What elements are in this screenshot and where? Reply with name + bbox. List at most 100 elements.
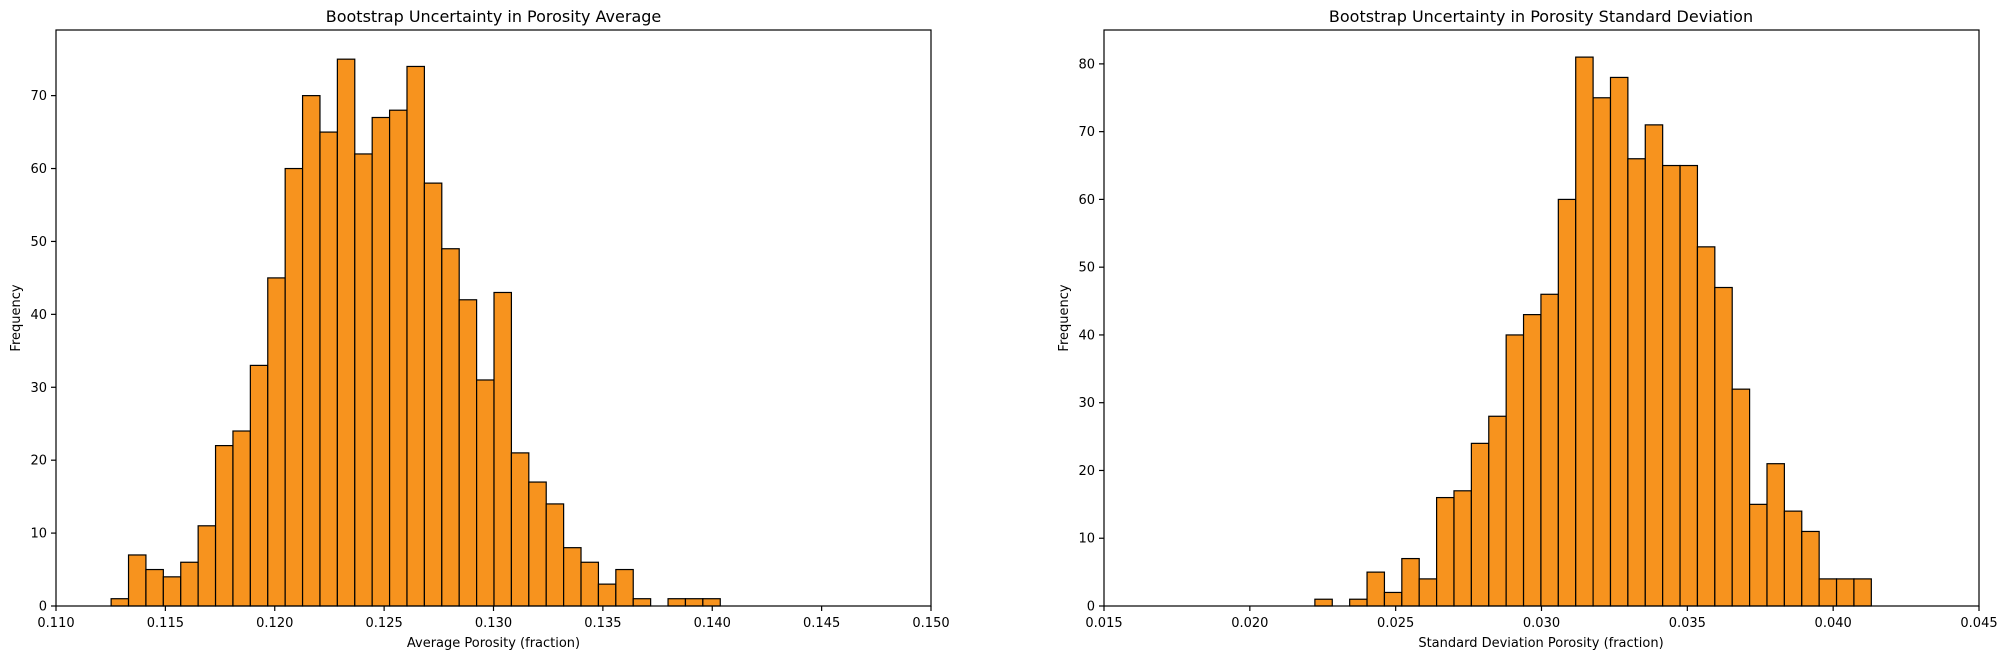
histogram-bar [545, 503, 565, 607]
x-tick-label: 0.015 [1085, 616, 1122, 631]
histogram-bar [1488, 415, 1507, 607]
histogram-bar [371, 116, 391, 607]
x-tick-label: 0.110 [37, 616, 74, 631]
y-axis-label: Frequency [1057, 284, 1072, 351]
y-tick-label: 50 [30, 235, 47, 250]
histogram-bar [1853, 578, 1872, 607]
histogram-bar [1383, 591, 1403, 607]
histogram-bar [110, 598, 130, 607]
histogram-bar [423, 182, 443, 607]
bars [1314, 56, 1872, 607]
x-axis-ticks: 0.110 0.115 0.120 0.125 0.130 0.135 0.140 0.145… [37, 606, 950, 631]
x-tick-label: 0.120 [256, 616, 293, 631]
y-tick-label: 60 [30, 162, 47, 177]
histogram-bar [632, 598, 652, 607]
histogram-bar [214, 444, 234, 607]
histogram-bar [1453, 490, 1472, 607]
y-tick-label: 20 [1078, 464, 1095, 479]
histogram-bar [458, 299, 478, 607]
histogram-bar [563, 547, 582, 607]
histogram-bar [528, 481, 547, 607]
histogram-bar [1575, 56, 1594, 607]
x-tick-label: 0.125 [366, 616, 403, 631]
histogram-bar [1418, 578, 1438, 607]
histogram-bar [1696, 246, 1716, 607]
x-tick-label: 0.135 [584, 616, 621, 631]
histogram-bar [615, 568, 634, 607]
x-axis-label: Average Porosity (fraction) [407, 636, 580, 651]
histogram-bar [1835, 578, 1855, 607]
y-axis-label: Frequency [9, 284, 24, 351]
histogram-bar [301, 95, 321, 607]
chart-porosity-std-dev: Bootstrap Uncertainty in Porosity Standa… [1057, 7, 1998, 651]
y-tick-label: 30 [30, 381, 47, 396]
histogram-bar [1818, 578, 1838, 607]
histogram-bar [1557, 198, 1577, 607]
histogram-bar [1522, 314, 1542, 607]
y-tick-label: 0 [1087, 600, 1095, 615]
histogram-bar [1749, 503, 1768, 607]
histogram-bar [441, 248, 460, 607]
y-tick-label: 40 [1078, 328, 1095, 343]
histogram-bar [1783, 510, 1803, 607]
histogram-bar [1714, 286, 1733, 607]
x-tick-label: 0.040 [1815, 616, 1852, 631]
x-tick-label: 0.025 [1377, 616, 1414, 631]
histogram-bar [197, 525, 217, 607]
histogram-bar [684, 598, 704, 607]
chart-title: Bootstrap Uncertainty in Porosity Averag… [326, 7, 662, 26]
histogram-bar [667, 598, 687, 607]
y-axis-ticks: 0 10 20 30 40 50 60 70 [30, 89, 56, 615]
histogram-bar [702, 598, 721, 607]
histogram-bar [1662, 164, 1681, 607]
y-tick-label: 70 [1078, 125, 1095, 140]
histogram-bar [388, 109, 408, 607]
histogram-bar [336, 58, 356, 607]
histogram-bar [1349, 598, 1368, 607]
y-tick-label: 50 [1078, 261, 1095, 276]
histogram-bar [1540, 293, 1559, 607]
histogram-bar [1401, 557, 1420, 607]
x-axis-label: Standard Deviation Porosity (fraction) [1418, 636, 1663, 651]
x-tick-label: 0.150 [912, 616, 949, 631]
y-tick-label: 30 [1078, 396, 1095, 411]
histogram-bar [1470, 442, 1490, 607]
y-tick-label: 70 [30, 89, 47, 104]
y-tick-label: 80 [1078, 57, 1095, 72]
y-tick-label: 10 [30, 527, 47, 542]
histogram-bar [1731, 388, 1751, 607]
histogram-bar [1366, 571, 1386, 607]
histogram-bar [319, 131, 338, 607]
histogram-bar [476, 379, 495, 607]
histogram-bar [162, 576, 182, 607]
histogram-bar [1435, 496, 1455, 607]
histogram-bar [249, 364, 269, 607]
chart-porosity-average: Bootstrap Uncertainty in Porosity Averag… [9, 7, 950, 651]
histogram-bar [267, 277, 286, 607]
histogram-bar [1644, 124, 1664, 607]
histogram-bar [1592, 97, 1612, 607]
histogram-bar [597, 583, 617, 607]
x-tick-label: 0.045 [1960, 616, 1997, 631]
histogram-bar [406, 65, 425, 607]
bars [110, 58, 721, 607]
histogram-bar [1627, 158, 1646, 607]
y-tick-label: 20 [30, 454, 47, 469]
x-tick-label: 0.145 [803, 616, 840, 631]
histogram-bar [127, 554, 147, 607]
y-tick-label: 40 [30, 308, 47, 323]
histogram-bar [1679, 164, 1699, 607]
y-axis-ticks: 0 10 20 30 40 50 60 70 80 [1078, 57, 1104, 615]
x-tick-label: 0.020 [1231, 616, 1268, 631]
chart-title: Bootstrap Uncertainty in Porosity Standa… [1329, 7, 1753, 26]
y-tick-label: 10 [1078, 532, 1095, 547]
y-tick-label: 60 [1078, 193, 1095, 208]
histogram-bar [1801, 530, 1820, 607]
y-tick-label: 0 [39, 600, 47, 615]
histogram-bar [510, 452, 530, 607]
histogram-bar [493, 291, 513, 607]
histogram-bar [284, 167, 304, 607]
histogram-bar [180, 561, 199, 607]
histogram-bar [1505, 334, 1525, 607]
